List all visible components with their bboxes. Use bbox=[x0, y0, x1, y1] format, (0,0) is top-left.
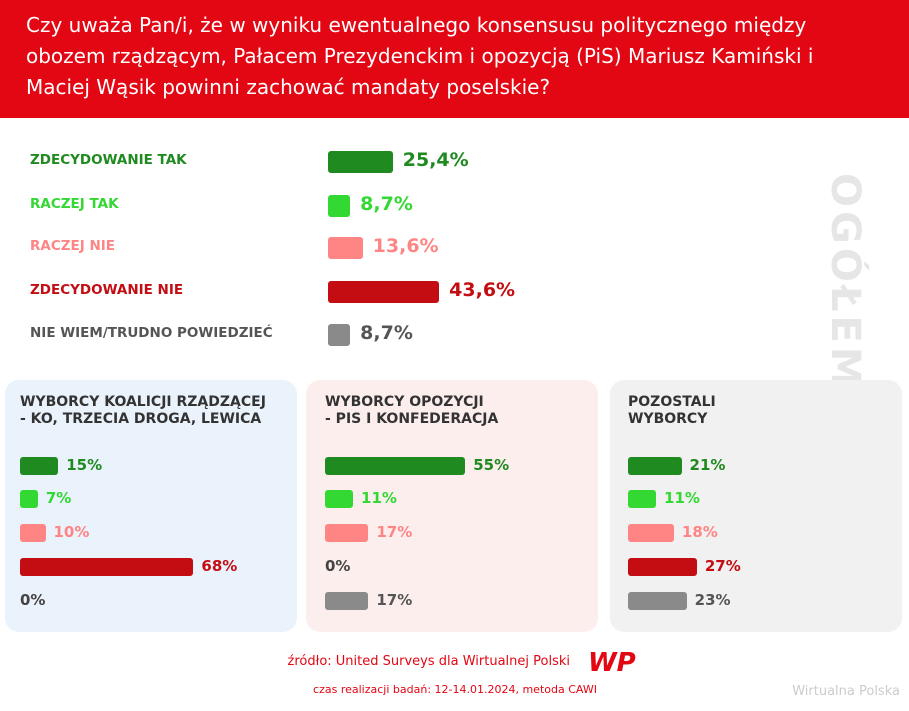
category-label: RACZEJ TAK bbox=[30, 196, 119, 212]
value-label: 11% bbox=[361, 489, 397, 507]
value-label: 43,6% bbox=[449, 279, 516, 301]
category-label: RACZEJ NIE bbox=[30, 238, 116, 254]
value-label: 8,7% bbox=[360, 193, 413, 215]
bar bbox=[20, 558, 194, 576]
category-label: ZDECYDOWANIE NIE bbox=[30, 282, 184, 298]
value-label: 55% bbox=[473, 456, 510, 474]
value-label: 7% bbox=[45, 489, 72, 507]
chart-title: OGÓŁEM bbox=[822, 173, 868, 391]
header bbox=[0, 0, 909, 118]
value-label: 11% bbox=[664, 489, 700, 507]
value-label: 8,7% bbox=[360, 322, 413, 344]
panel-title: WYBORCY OPOZYCJI - PIS I KONFEDERACJA bbox=[325, 394, 499, 427]
value-label: 23% bbox=[694, 591, 731, 609]
panel bbox=[610, 380, 902, 632]
value-label: 21% bbox=[689, 456, 726, 474]
bar bbox=[325, 490, 354, 508]
bar bbox=[20, 490, 38, 508]
value-label: 17% bbox=[376, 523, 413, 541]
bar bbox=[628, 592, 687, 610]
source: źródło: United Surveys dla Wirtualnej Po… bbox=[287, 654, 570, 669]
bar bbox=[628, 490, 657, 508]
bar bbox=[328, 324, 351, 346]
value-label: 25,4% bbox=[402, 149, 469, 171]
value-label: 27% bbox=[704, 557, 741, 575]
bar bbox=[628, 524, 674, 542]
category-label: ZDECYDOWANIE TAK bbox=[30, 152, 187, 168]
bar bbox=[325, 457, 466, 475]
bar bbox=[328, 195, 351, 217]
title: Czy uważa Pan/i, że w wyniku ewentualneg… bbox=[26, 13, 814, 99]
panel-title: POZOSTALI WYBORCY bbox=[628, 394, 716, 427]
value-label: 0% bbox=[325, 557, 351, 575]
watermark: Wirtualna Polska bbox=[792, 684, 900, 699]
bar bbox=[628, 457, 682, 475]
value-label: 15% bbox=[66, 456, 103, 474]
value-label: 0% bbox=[20, 591, 46, 609]
bar bbox=[325, 524, 369, 542]
value-label: 68% bbox=[201, 557, 238, 575]
bar bbox=[328, 237, 363, 259]
value-label: 17% bbox=[376, 591, 413, 609]
bar bbox=[20, 524, 46, 542]
bar bbox=[328, 281, 440, 303]
bar bbox=[325, 592, 369, 610]
panel-title: WYBORCY KOALICJI RZĄDZĄCEJ - KO, TRZECIA… bbox=[20, 394, 266, 427]
category-label: NIE WIEM/TRUDNO POWIEDZIEĆ bbox=[30, 325, 273, 341]
period: czas realizacji badań: 12-14.01.2024, me… bbox=[313, 683, 597, 696]
value-label: 18% bbox=[681, 523, 718, 541]
value-label: 10% bbox=[53, 523, 90, 541]
value-label: 13,6% bbox=[372, 235, 439, 257]
bar bbox=[628, 558, 697, 576]
logo: WP bbox=[588, 648, 636, 678]
bar bbox=[20, 457, 59, 475]
panel bbox=[306, 380, 598, 632]
panel bbox=[5, 380, 297, 632]
bar bbox=[328, 151, 393, 173]
